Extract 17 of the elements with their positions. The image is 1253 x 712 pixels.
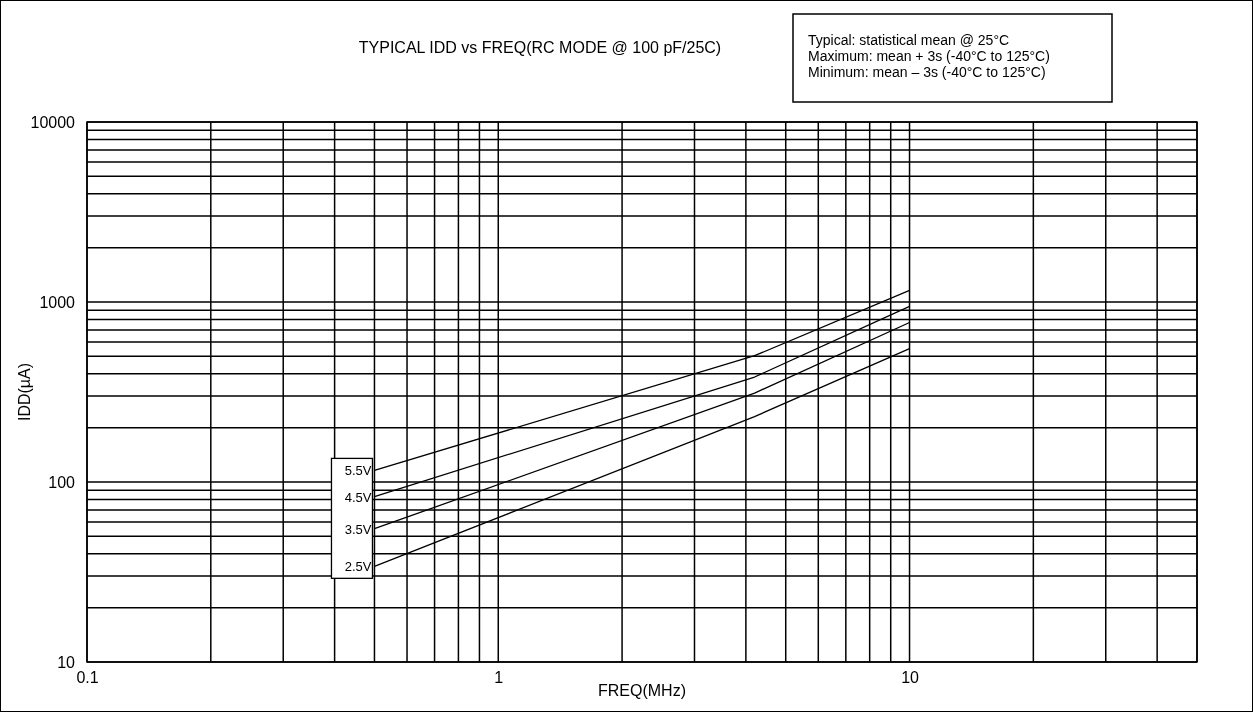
y-tick-label: 100 [48,473,76,491]
text: Maximum: mean + 3s (-40°C to 125°C) [808,48,1050,64]
y-axis-title: IDD(µA) [16,362,33,422]
text: Minimum: mean – 3s (-40°C to 125°C) [808,64,1046,80]
x-tick-label: 1 [494,669,504,687]
series-label: 5.5V [344,463,372,479]
x-axis-title: FREQ(MHz) [598,682,686,699]
series-label: 3.5V [344,521,372,537]
x-tick-label: 0.1 [76,669,99,687]
y-tick-label: 1000 [39,293,76,311]
y-tick-label: 10000 [30,113,76,131]
series-label: 4.5V [344,489,372,505]
x-tick-label: 10 [901,669,920,687]
y-tick-label: 10 [57,653,76,671]
series-label: 2.5V [344,559,372,575]
text: Typical: statistical mean @ 25°C [808,32,1010,48]
chart-title: TYPICAL IDD vs FREQ(RC MODE @ 100 pF/25C) [358,39,722,56]
